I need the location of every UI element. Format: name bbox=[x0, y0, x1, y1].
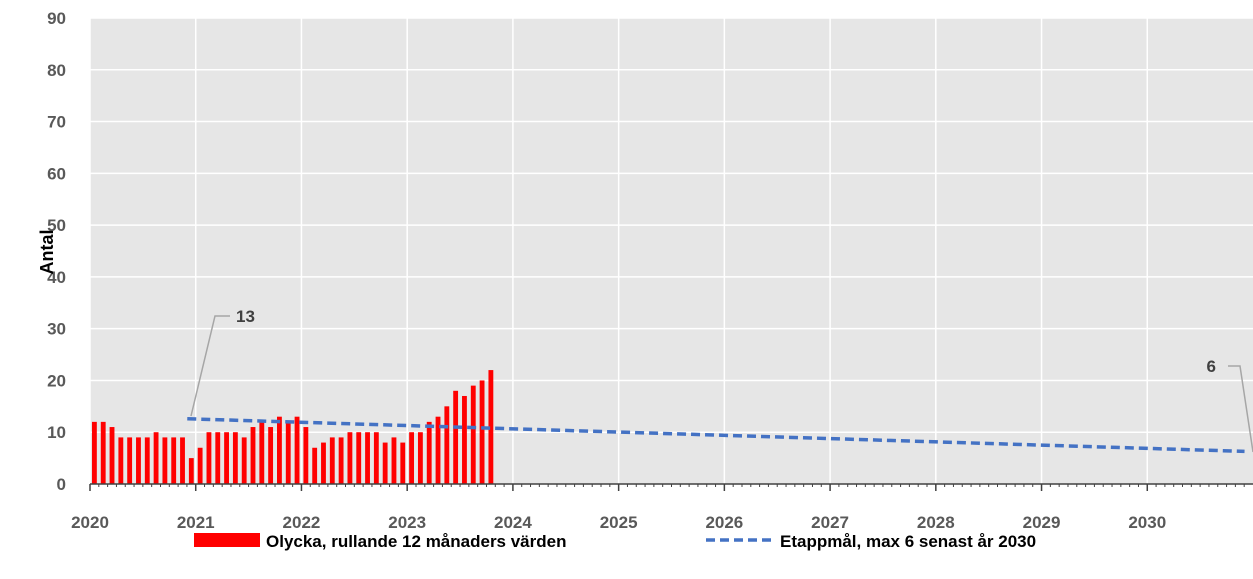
bar bbox=[259, 421, 265, 484]
y-tick-label: 20 bbox=[47, 371, 66, 390]
bar bbox=[136, 437, 141, 484]
bar bbox=[444, 406, 450, 484]
bar bbox=[312, 447, 318, 484]
x-tick-label: 2030 bbox=[1128, 513, 1166, 532]
bar bbox=[162, 437, 168, 484]
y-tick-label: 40 bbox=[47, 268, 66, 287]
annotation-6: 6 bbox=[1207, 357, 1253, 453]
bar bbox=[479, 380, 485, 484]
bar bbox=[277, 416, 282, 484]
bar bbox=[109, 427, 115, 484]
bar bbox=[285, 421, 291, 484]
bar bbox=[153, 432, 159, 484]
bar bbox=[268, 427, 274, 484]
legend-label-line: Etappmål, max 6 senast år 2030 bbox=[780, 532, 1036, 551]
bar bbox=[241, 437, 247, 484]
x-tick-label: 2028 bbox=[917, 513, 955, 532]
plot-area bbox=[90, 18, 1253, 484]
y-tick-label: 60 bbox=[47, 164, 66, 183]
bar bbox=[329, 437, 335, 484]
y-axis-ticks: 0 10 20 30 40 50 60 70 80 90 bbox=[47, 9, 66, 494]
bar bbox=[197, 447, 203, 484]
bar bbox=[400, 442, 406, 484]
bar bbox=[144, 437, 150, 484]
target-line bbox=[187, 417, 1245, 454]
bar bbox=[382, 442, 388, 484]
x-tick-label: 2029 bbox=[1023, 513, 1061, 532]
bar bbox=[365, 432, 370, 484]
y-tick-label: 50 bbox=[47, 216, 66, 235]
x-tick-label: 2026 bbox=[705, 513, 743, 532]
bar bbox=[391, 437, 397, 484]
bar bbox=[91, 421, 97, 484]
x-tick-label: 2025 bbox=[600, 513, 638, 532]
bar bbox=[338, 437, 344, 484]
y-tick-label: 70 bbox=[47, 113, 66, 132]
x-tick-label: 2021 bbox=[177, 513, 215, 532]
bar bbox=[100, 421, 106, 484]
y-tick-label: 80 bbox=[47, 61, 66, 80]
y-tick-label: 10 bbox=[47, 423, 66, 442]
legend-label-bars: Olycka, rullande 12 månaders värden bbox=[266, 532, 566, 551]
bar bbox=[127, 437, 133, 484]
bar bbox=[470, 385, 476, 484]
annotation-13-label: 13 bbox=[236, 307, 255, 326]
annotation-13-leader bbox=[190, 315, 230, 417]
bar bbox=[215, 432, 221, 484]
y-tick-label: 30 bbox=[47, 320, 66, 339]
bar bbox=[435, 416, 441, 484]
bar bbox=[321, 442, 326, 484]
bar bbox=[180, 437, 185, 484]
bar bbox=[232, 432, 238, 484]
annotation-13: 13 bbox=[190, 307, 255, 417]
annotation-6-leader bbox=[1228, 365, 1253, 453]
bar-series bbox=[91, 370, 494, 484]
gridlines bbox=[89, 17, 1253, 484]
bar bbox=[453, 390, 459, 484]
legend: Olycka, rullande 12 månaders värden Etap… bbox=[194, 532, 1036, 551]
annotation-6-label: 6 bbox=[1207, 357, 1216, 376]
bar bbox=[426, 421, 432, 484]
bar bbox=[373, 432, 379, 484]
bar bbox=[118, 437, 124, 484]
bar bbox=[206, 432, 212, 484]
bar bbox=[409, 432, 415, 484]
bar bbox=[303, 427, 309, 484]
y-tick-label: 90 bbox=[47, 9, 66, 28]
bar bbox=[356, 432, 362, 484]
x-axis-ticks: 2020 2021 2022 2023 2024 2025 2026 2027 2028 2029… bbox=[71, 484, 1245, 532]
bar bbox=[188, 458, 194, 484]
legend-swatch-bars bbox=[194, 533, 260, 547]
x-tick-label: 2027 bbox=[811, 513, 849, 532]
bar bbox=[171, 437, 177, 484]
x-tick-label: 2020 bbox=[71, 513, 109, 532]
x-tick-label: 2022 bbox=[283, 513, 321, 532]
bar bbox=[250, 427, 256, 484]
x-tick-label: 2023 bbox=[388, 513, 426, 532]
bar bbox=[347, 432, 353, 484]
y-tick-label: 0 bbox=[57, 475, 66, 494]
bar bbox=[462, 395, 467, 484]
y-axis-label: Antal bbox=[37, 230, 57, 275]
bar bbox=[224, 432, 229, 484]
bar bbox=[294, 416, 300, 484]
x-tick-label: 2024 bbox=[494, 513, 532, 532]
bar bbox=[417, 432, 423, 484]
bar bbox=[488, 370, 494, 484]
